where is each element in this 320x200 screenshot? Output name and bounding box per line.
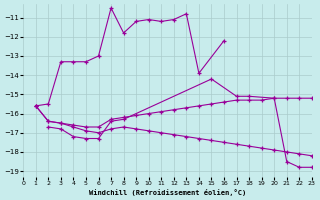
X-axis label: Windchill (Refroidissement éolien,°C): Windchill (Refroidissement éolien,°C) [89, 189, 246, 196]
